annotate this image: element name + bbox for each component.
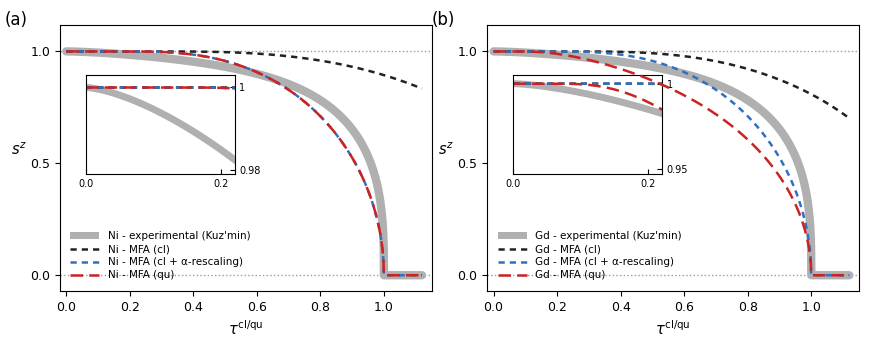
Y-axis label: $s^z$: $s^z$	[438, 141, 454, 158]
Y-axis label: $s^z$: $s^z$	[11, 141, 27, 158]
Text: (a): (a)	[4, 11, 27, 29]
Text: (b): (b)	[431, 11, 454, 29]
X-axis label: $\tau^{\rm cl/qu}$: $\tau^{\rm cl/qu}$	[654, 319, 690, 338]
Legend: Gd - experimental (Kuz'min), Gd - MFA (cl), Gd - MFA (cl + α-rescaling), Gd - MF: Gd - experimental (Kuz'min), Gd - MFA (c…	[492, 226, 687, 286]
X-axis label: $\tau^{\rm cl/qu}$: $\tau^{\rm cl/qu}$	[228, 319, 263, 338]
Legend: Ni - experimental (Kuz'min), Ni - MFA (cl), Ni - MFA (cl + α-rescaling), Ni - MF: Ni - experimental (Kuz'min), Ni - MFA (c…	[65, 226, 255, 286]
